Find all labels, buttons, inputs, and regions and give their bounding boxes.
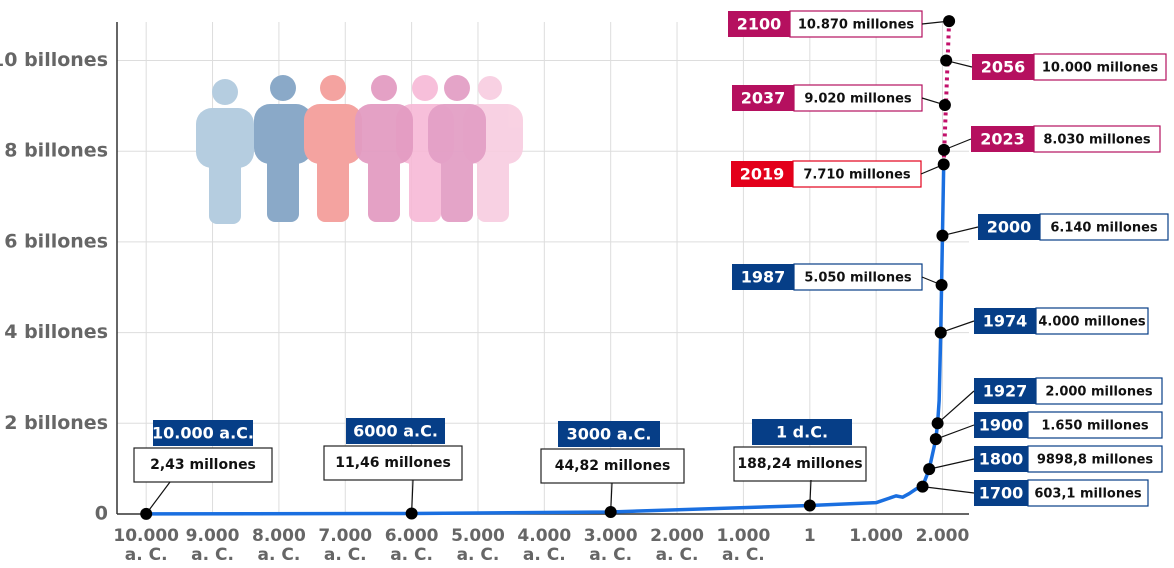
y-tick-label: 2 billones: [4, 412, 108, 434]
x-tick-label: 5.000 a. C.: [443, 527, 513, 565]
annotation: 2100 10.870 millones: [728, 11, 949, 37]
x-tick-label: 10.000 a. C.: [111, 527, 181, 565]
x-tick-label: 9.000 a. C.: [178, 527, 248, 565]
annotation-year: 1927: [983, 382, 1028, 401]
x-tick-label: 2.000: [907, 527, 977, 546]
annotation-text: 4.000 millones: [1038, 315, 1146, 330]
y-tick-label: 6 billones: [4, 230, 108, 252]
annotation-year: 1987: [741, 268, 786, 287]
annotation-text: 2.000 millones: [1045, 385, 1153, 400]
x-tick-label: 1.000 a. C.: [708, 527, 778, 565]
data-point: [939, 99, 951, 111]
data-point: [930, 433, 942, 445]
data-point: [605, 506, 617, 518]
data-point: [917, 481, 929, 493]
x-tick-label: 3.000 a. C.: [576, 527, 646, 565]
annotation-year: 2056: [981, 58, 1026, 77]
annotation-text: 11,46 millones: [335, 455, 451, 471]
annotation-year: 6000 a.C.: [353, 422, 438, 441]
annotation: 2000 6.140 millones: [942, 214, 1168, 240]
annotation: 2037 9.020 millones: [732, 85, 945, 111]
x-tick-label: 1: [775, 527, 845, 546]
annotation-text: 9898,8 millones: [1037, 453, 1154, 468]
data-point: [936, 279, 948, 291]
annotation-text: 10.870 millones: [798, 18, 915, 33]
y-tick-label: 8 billones: [4, 140, 108, 162]
data-point: [406, 507, 418, 519]
data-point: [943, 15, 955, 27]
annotation-text: 10.000 millones: [1042, 61, 1159, 76]
annotation-text: 2,43 millones: [150, 457, 256, 473]
x-tick-label: 1.000: [841, 527, 911, 546]
people-illustration: [196, 75, 523, 224]
data-point: [938, 158, 950, 170]
annotation: 1974 4.000 millones: [941, 308, 1148, 334]
leader-line: [929, 459, 974, 469]
annotation-text: 7.710 millones: [803, 168, 911, 183]
data-point: [804, 499, 816, 511]
annotation-year: 2019: [740, 165, 785, 184]
data-point: [940, 55, 952, 67]
annotation-year: 3000 a.C.: [567, 425, 652, 444]
chart: 0 2 billones 4 billones 6 billones 8 billone…: [0, 0, 1174, 568]
annotation-text: 6.140 millones: [1050, 221, 1158, 236]
x-tick-label: 2.000 a. C.: [642, 527, 712, 565]
annotation-year: 10.000 a.C.: [152, 424, 254, 443]
x-tick-label: 4.000 a. C.: [509, 527, 579, 565]
annotation-text: 44,82 millones: [555, 458, 671, 474]
annotation: 2019 7.710 millones: [731, 161, 944, 187]
annotation-year: 1700: [979, 484, 1024, 503]
leader-line: [938, 391, 974, 423]
data-point: [938, 144, 950, 156]
annotation: 1900 1.650 millones: [936, 412, 1162, 439]
x-tick-label: 8.000 a. C.: [244, 527, 314, 565]
annotation-text: 8.030 millones: [1043, 133, 1151, 148]
annotation-year: 2000: [987, 218, 1032, 237]
x-tick-label: 6.000 a. C.: [377, 527, 447, 565]
y-tick-label: 10 billones: [0, 49, 108, 71]
annotation-year: 1800: [979, 450, 1024, 469]
annotation: 1 d.C. 188,24 millones: [734, 419, 866, 505]
annotation-text: 1.650 millones: [1041, 419, 1149, 434]
annotation-text: 5.050 millones: [804, 271, 912, 286]
data-point: [935, 327, 947, 339]
annotation: 2056 10.000 millones: [946, 54, 1166, 80]
annotation-text: 188,24 millones: [737, 456, 862, 472]
data-point: [936, 230, 948, 242]
annotation: 6000 a.C. 11,46 millones: [324, 418, 462, 513]
annotation: 1700 603,1 millones: [923, 480, 1148, 506]
annotation: 3000 a.C. 44,82 millones: [541, 421, 684, 512]
annotation-year: 2100: [737, 15, 782, 34]
annotation-year: 1974: [983, 312, 1028, 331]
page: 0 2 billones 4 billones 6 billones 8 billone…: [0, 0, 1174, 568]
annotation-year: 1900: [979, 416, 1024, 435]
data-point: [923, 463, 935, 475]
annotation-year: 2023: [980, 130, 1025, 149]
data-point: [140, 508, 152, 520]
annotation-text: 603,1 millones: [1034, 487, 1142, 502]
annotation-year: 2037: [741, 89, 786, 108]
annotation: 1800 9898,8 millones: [929, 446, 1162, 472]
data-point: [932, 417, 944, 429]
annotation-year: 1 d.C.: [776, 423, 828, 442]
annotation-text: 9.020 millones: [804, 92, 912, 107]
x-tick-label: 7.000 a. C.: [310, 527, 380, 565]
annotation: 2023 8.030 millones: [944, 126, 1160, 152]
projection-line: [944, 21, 949, 164]
leader-line: [923, 487, 974, 493]
y-tick-label: 0: [95, 503, 108, 525]
annotation: 10.000 a.C. 2,43 millones: [134, 420, 272, 514]
y-tick-label: 4 billones: [4, 321, 108, 343]
annotation: 1987 5.050 millones: [732, 264, 942, 290]
